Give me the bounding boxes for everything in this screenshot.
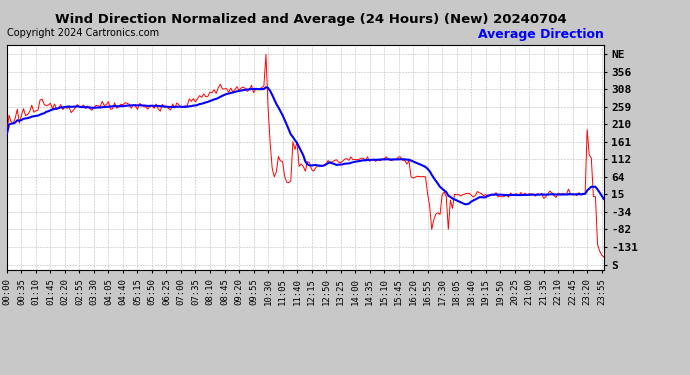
- Text: Wind Direction Normalized and Average (24 Hours) (New) 20240704: Wind Direction Normalized and Average (2…: [55, 13, 566, 26]
- Text: Copyright 2024 Cartronics.com: Copyright 2024 Cartronics.com: [7, 28, 159, 38]
- Text: Average Direction: Average Direction: [478, 28, 604, 41]
